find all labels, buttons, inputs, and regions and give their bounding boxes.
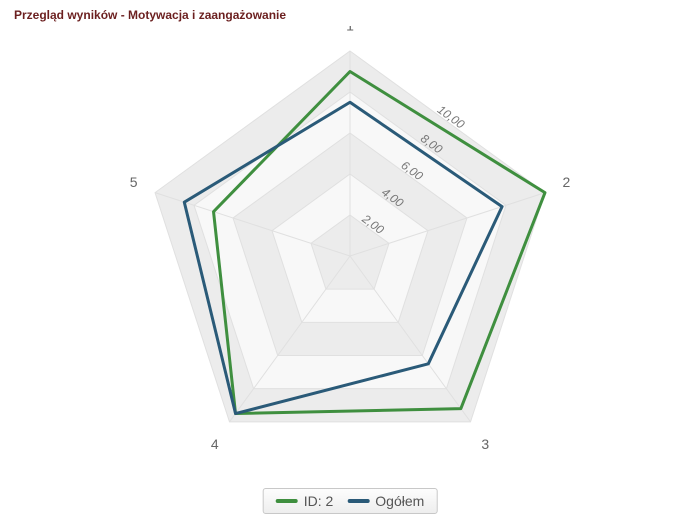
page-title: Przegląd wyników - Motywacja i zaangażow… [14, 8, 286, 22]
legend-item: ID: 2 [276, 493, 334, 509]
radar-chart: 2,004,006,008,0010,0012345 [10, 26, 690, 486]
svg-text:2: 2 [563, 174, 571, 190]
svg-text:5: 5 [130, 174, 138, 190]
legend-label: ID: 2 [304, 493, 334, 509]
legend-label: Ogółem [375, 493, 424, 509]
svg-text:1: 1 [346, 26, 354, 34]
legend-swatch [347, 499, 369, 503]
svg-text:4: 4 [211, 436, 219, 452]
svg-text:3: 3 [481, 436, 489, 452]
chart-legend: ID: 2 Ogółem [263, 488, 438, 514]
legend-item: Ogółem [347, 493, 424, 509]
legend-swatch [276, 499, 298, 503]
